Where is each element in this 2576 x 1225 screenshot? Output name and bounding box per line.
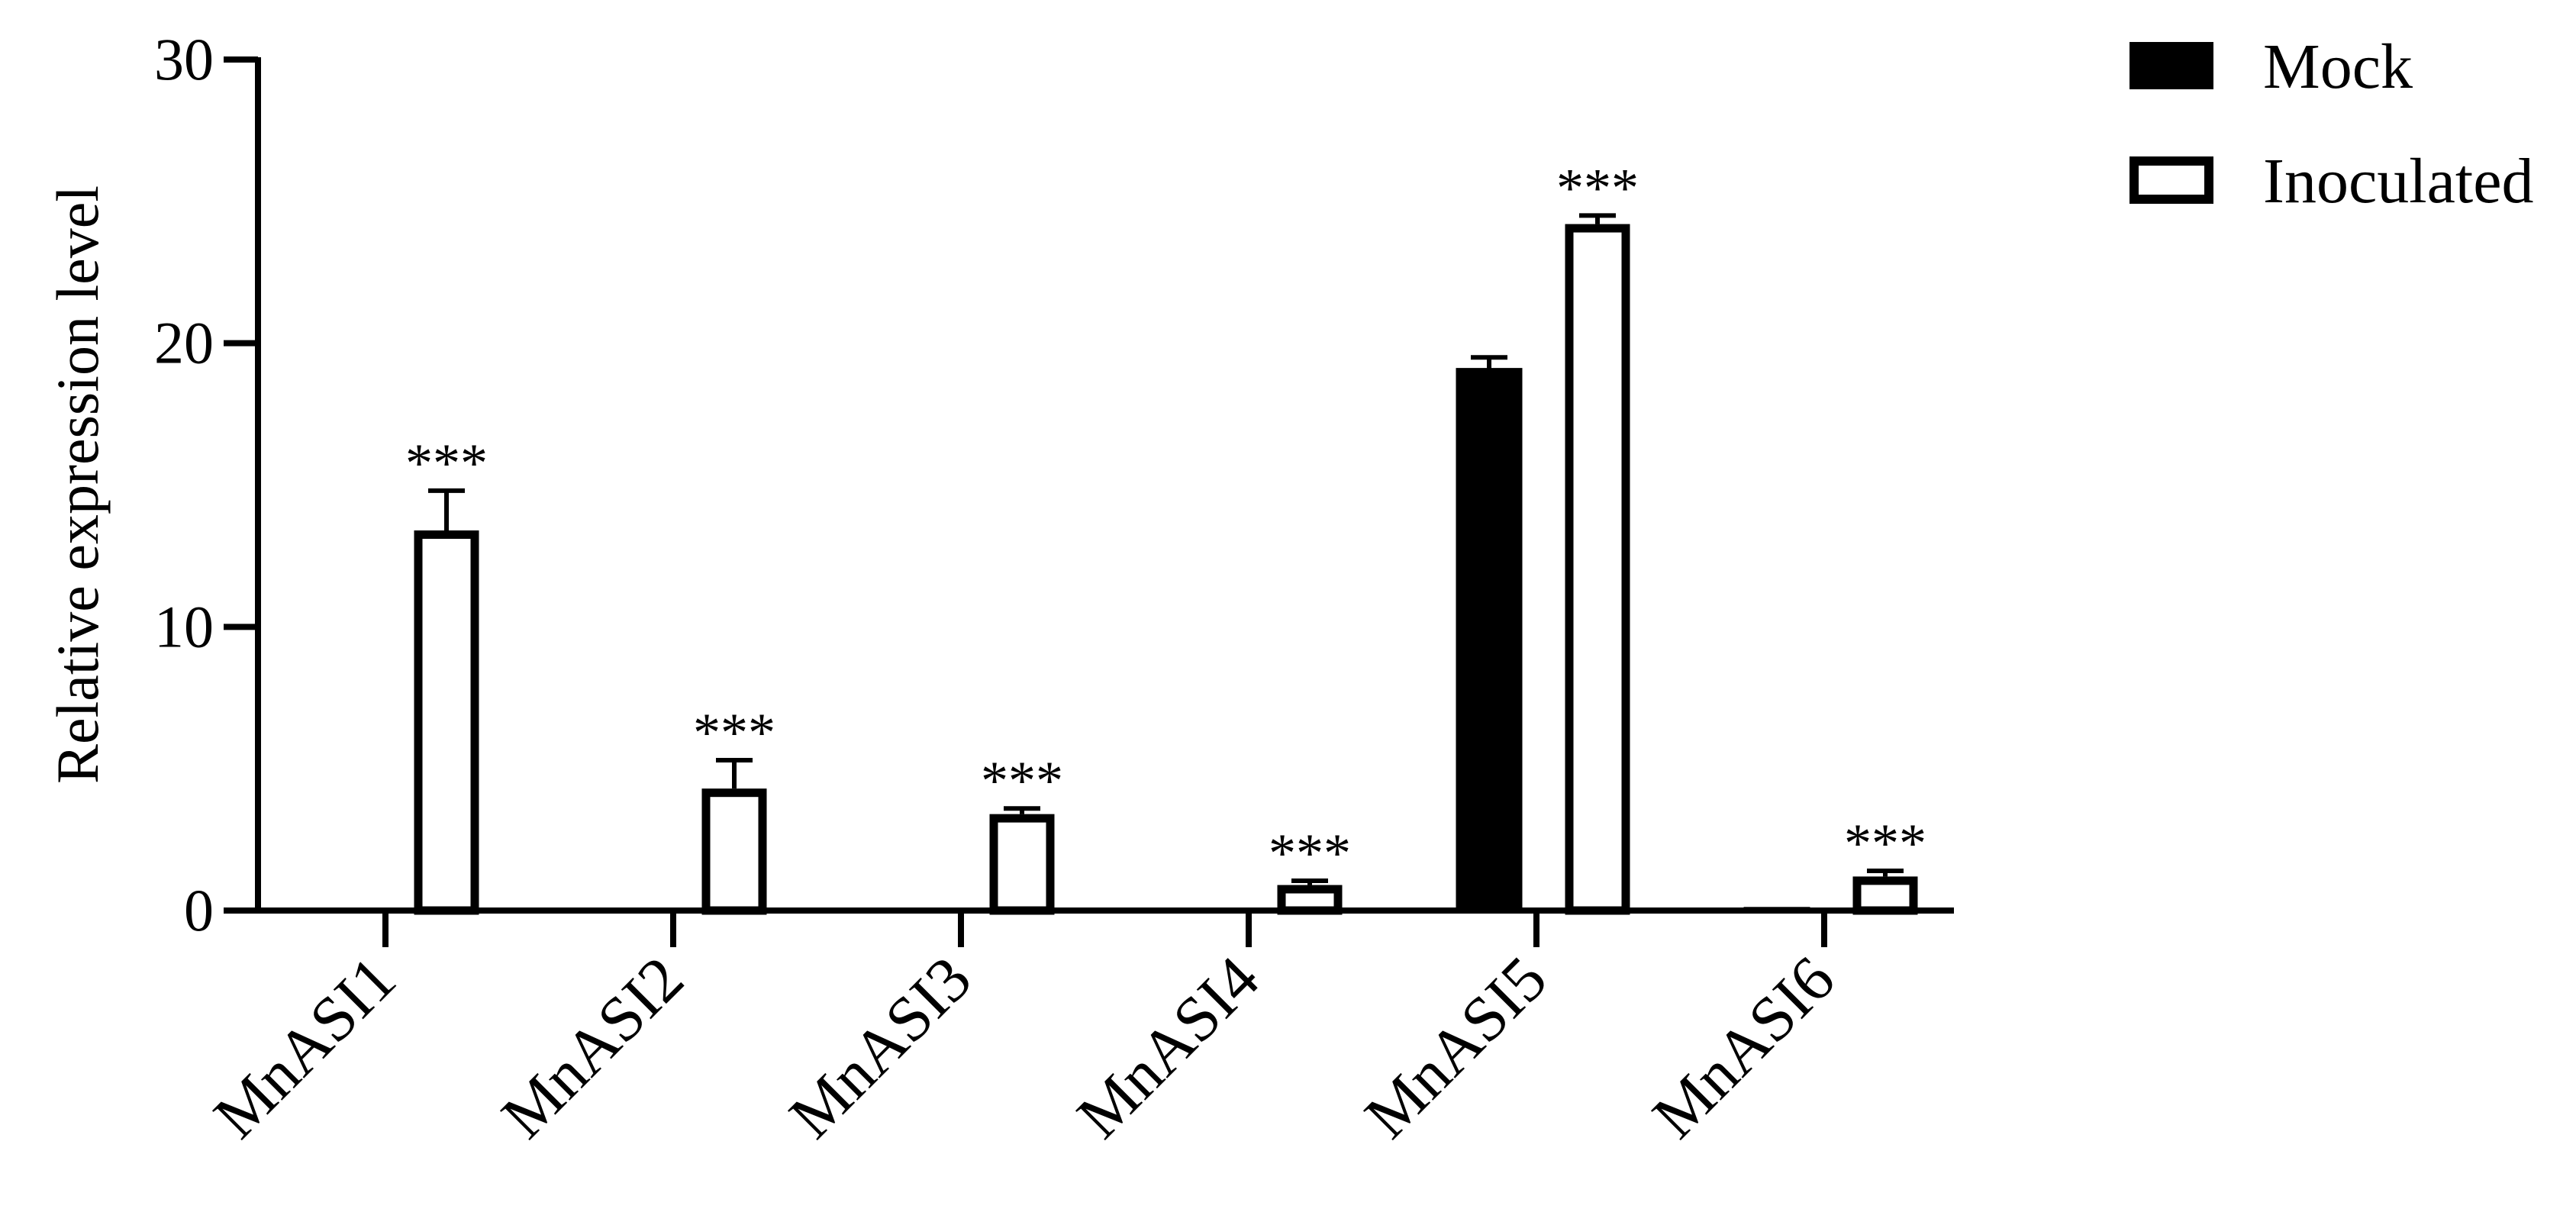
significance-label-mnasi5: *** bbox=[1556, 157, 1639, 218]
legend-swatch-mock bbox=[2129, 42, 2213, 89]
y-tick-label-20: 20 bbox=[154, 310, 214, 376]
x-tick-label-mnasi6: MnASI6 bbox=[1639, 943, 1849, 1152]
y-tick-label-10: 10 bbox=[154, 593, 214, 659]
error-bars-group bbox=[428, 213, 1904, 885]
significance-label-mnasi1: *** bbox=[405, 433, 488, 494]
y-axis-title: Relative expression level bbox=[44, 185, 111, 784]
x-tick-label-mnasi2: MnASI2 bbox=[488, 943, 698, 1152]
y-ticks-group: 0 10 20 30 bbox=[154, 26, 258, 943]
x-tick-label-mnasi1: MnASI1 bbox=[201, 943, 410, 1152]
bar-inoculated-mnasi3 bbox=[989, 814, 1055, 915]
legend: Mock Inoculated bbox=[2129, 31, 2534, 217]
axes-group bbox=[255, 57, 1954, 914]
bar-inoculated-mnasi1 bbox=[414, 530, 479, 915]
x-tick-label-mnasi3: MnASI3 bbox=[776, 943, 985, 1152]
y-tick-label-30: 30 bbox=[154, 26, 214, 92]
significance-label-mnasi2: *** bbox=[693, 702, 775, 763]
legend-label-mock: Mock bbox=[2263, 31, 2413, 102]
x-tick-label-mnasi4: MnASI4 bbox=[1064, 943, 1273, 1152]
bar-inoculated-mnasi6 bbox=[1852, 876, 1918, 915]
x-ticks-group: MnASI1 MnASI2 MnASI3 MnASI4 MnASI5 MnASI6 bbox=[201, 911, 1849, 1152]
bar-inoculated-mnasi5 bbox=[1565, 224, 1630, 915]
bar-inoculated-mnasi4 bbox=[1277, 885, 1343, 915]
bar-inoculated-mnasi2 bbox=[701, 788, 767, 915]
significance-label-mnasi6: *** bbox=[1844, 813, 1926, 874]
bars-group bbox=[305, 224, 1918, 915]
legend-swatch-inoculated bbox=[2129, 156, 2213, 204]
x-tick-label-mnasi5: MnASI5 bbox=[1352, 943, 1561, 1152]
significance-labels-group: *** *** *** *** *** *** bbox=[405, 157, 1926, 884]
legend-label-inoculated: Inoculated bbox=[2263, 146, 2534, 217]
significance-label-mnasi3: *** bbox=[981, 750, 1063, 811]
y-tick-label-0: 0 bbox=[184, 877, 214, 943]
bar-mock-mnasi5 bbox=[1456, 368, 1523, 912]
significance-label-mnasi4: *** bbox=[1269, 823, 1351, 884]
